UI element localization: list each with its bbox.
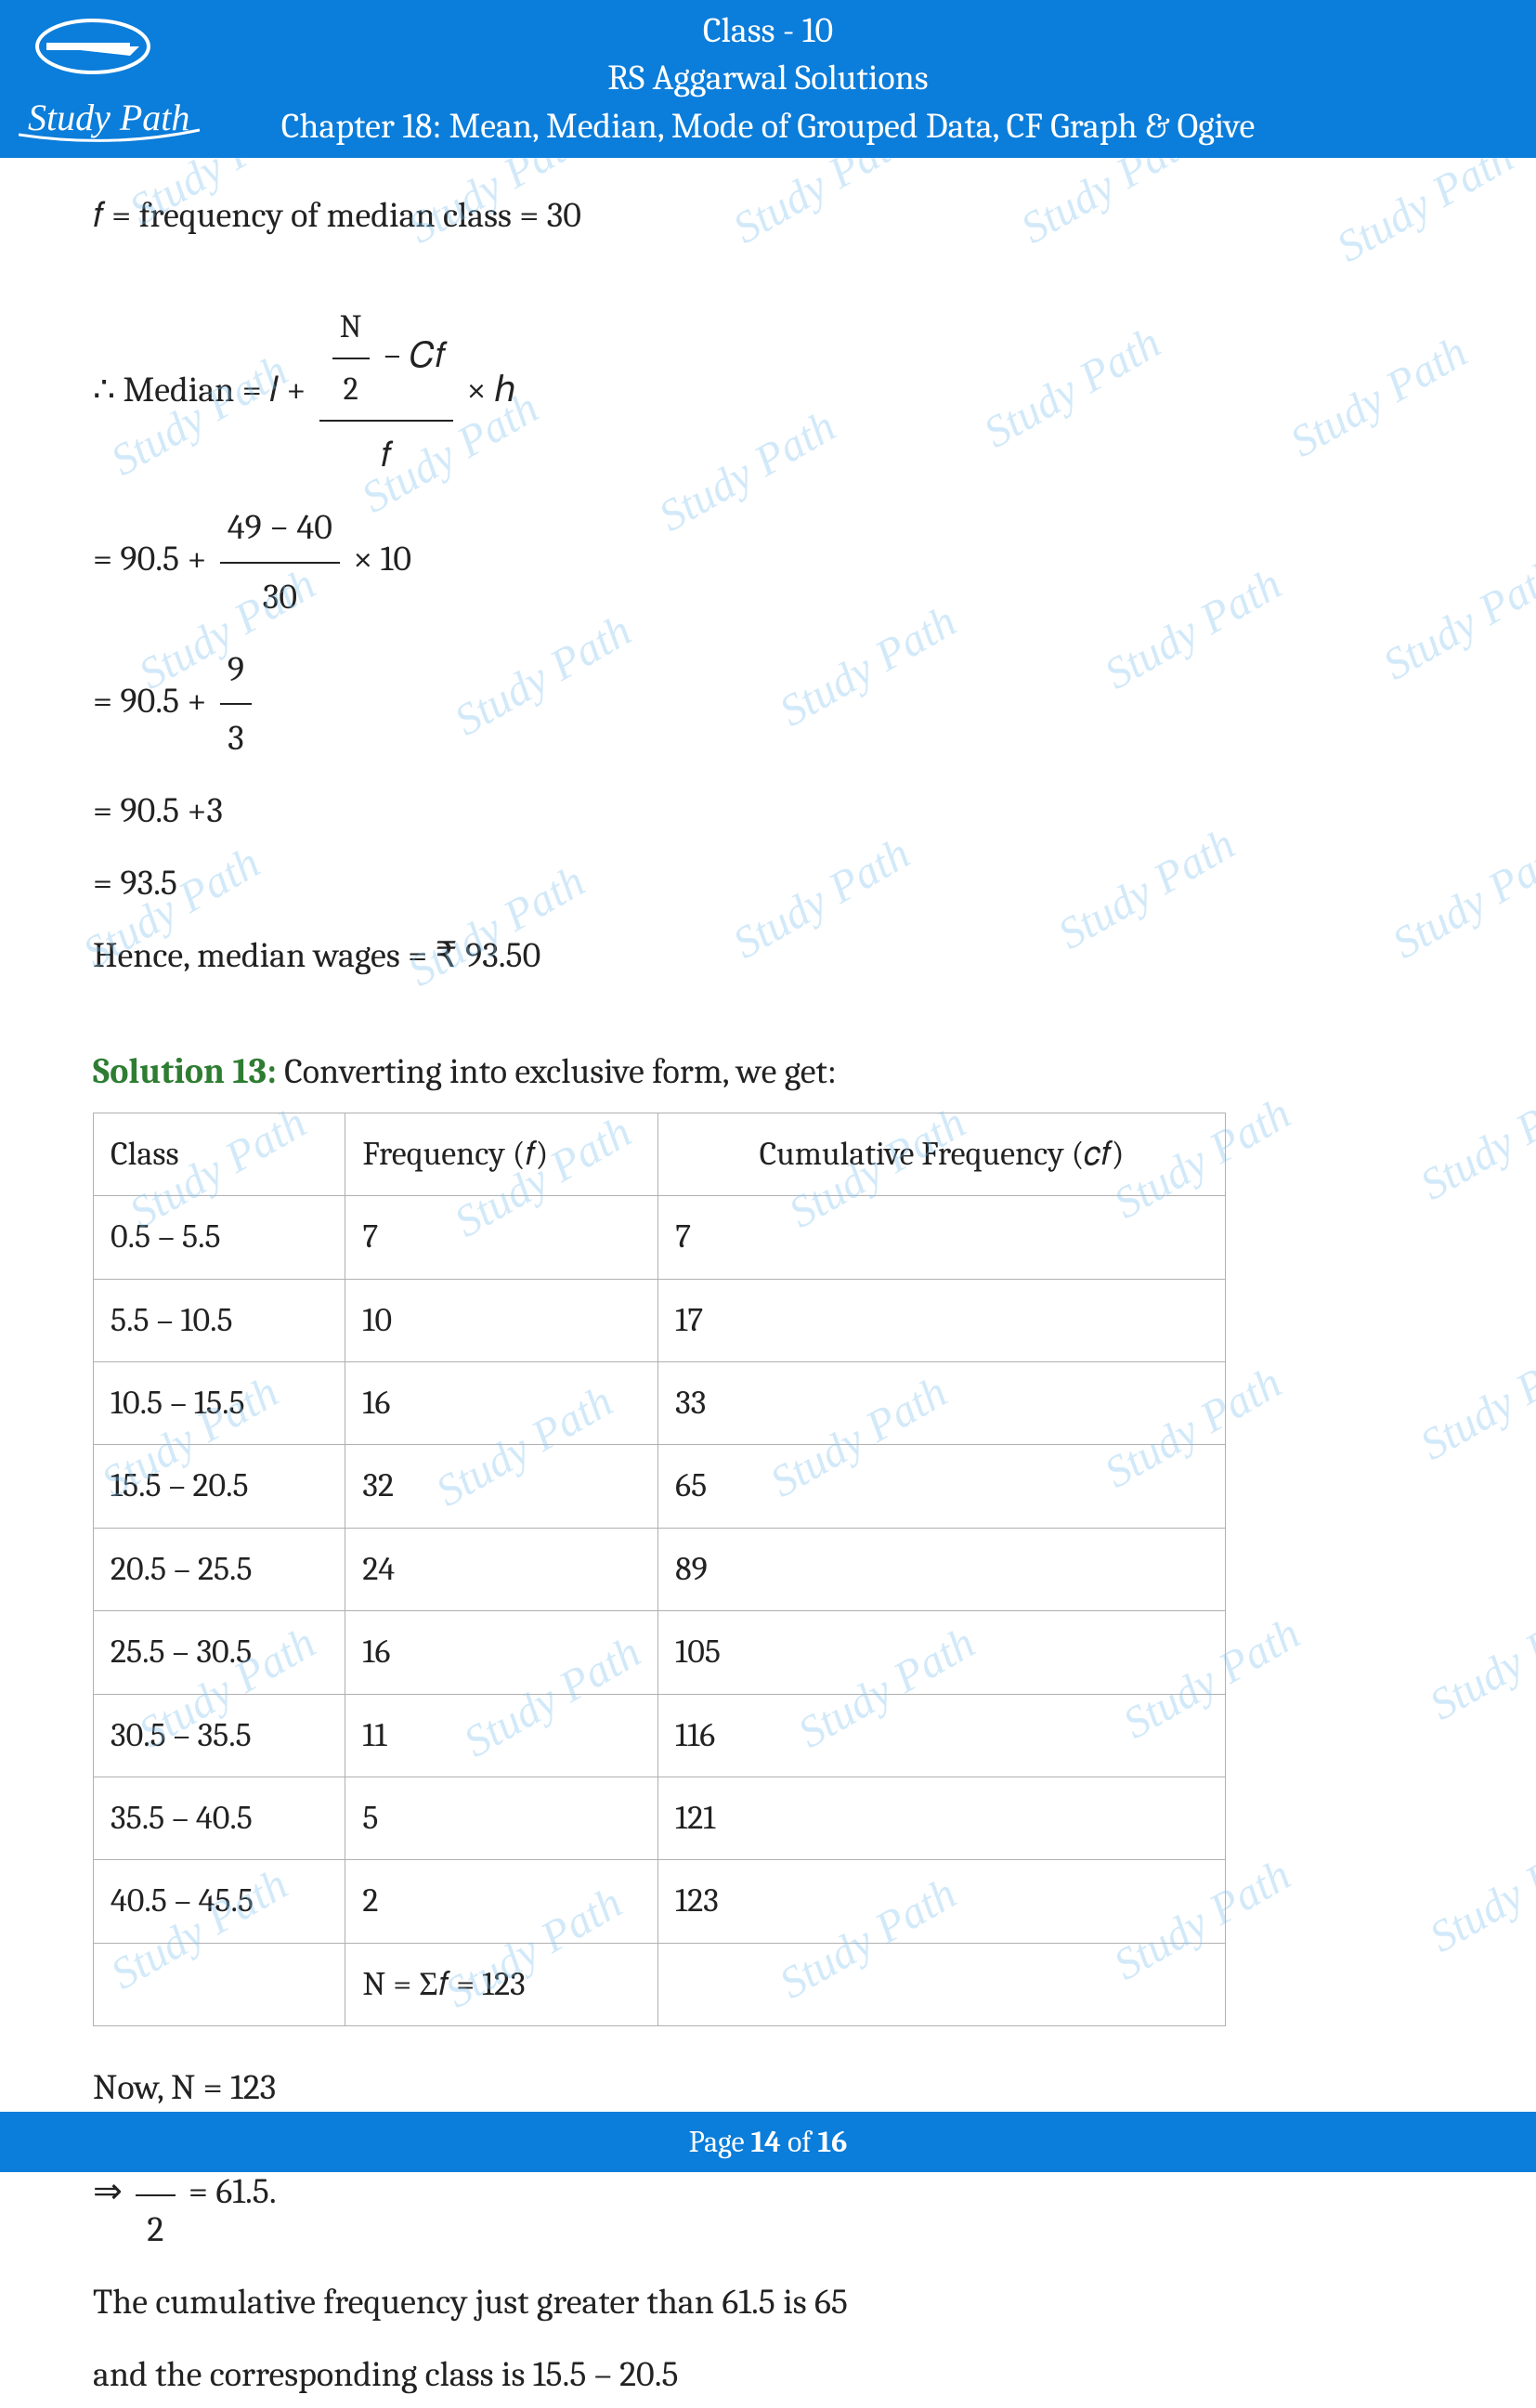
table-cell: 17 — [658, 1279, 1226, 1361]
table-cell: 32 — [345, 1445, 658, 1528]
page-header: Study Path Class - 10 RS Aggarwal Soluti… — [0, 0, 1536, 158]
step-2: = 90.5 + 49 − 40 30 × 10 — [93, 494, 1443, 630]
table-cell: 15.5 – 20.5 — [94, 1445, 345, 1528]
median-prefix: ∴ Median = 𝑙 + — [93, 370, 306, 410]
table-cell — [658, 1943, 1226, 2025]
table-cell: 0.5 – 5.5 — [94, 1196, 345, 1279]
footer-page: 14 — [751, 2125, 781, 2159]
step-5: = 93.5 — [93, 850, 1443, 917]
footer-prefix: Page — [689, 2125, 751, 2159]
table-cell: 65 — [658, 1445, 1226, 1528]
svg-text:Study Path: Study Path — [28, 97, 189, 138]
table-row: 35.5 – 40.55121 — [94, 1777, 1226, 1859]
table-cell: 25.5 – 30.5 — [94, 1611, 345, 1694]
table-row: N = Σ𝑓 = 123 — [94, 1943, 1226, 2025]
footer-sep: of — [781, 2125, 817, 2159]
table-cell: 116 — [658, 1694, 1226, 1777]
header-line-1: Class - 10 — [0, 7, 1536, 55]
table-cell — [94, 1943, 345, 2025]
table-cell: 123 — [658, 1860, 1226, 1943]
step-3: = 90.5 + 9 3 — [93, 636, 1443, 772]
header-text: Class - 10 RS Aggarwal Solutions Chapter… — [0, 7, 1536, 150]
table-cell: 5.5 – 10.5 — [94, 1279, 345, 1361]
step-4: = 90.5 +3 — [93, 777, 1443, 844]
header-line-2: RS Aggarwal Solutions — [0, 55, 1536, 102]
table-row: 30.5 – 35.511116 — [94, 1694, 1226, 1777]
table-header: Cumulative Frequency (𝑐𝑓) — [658, 1113, 1226, 1195]
median-tail: × ℎ — [466, 370, 516, 410]
table-cell: N = Σ𝑓 = 123 — [345, 1943, 658, 2025]
header-line-3: Chapter 18: Mean, Median, Mode of Groupe… — [0, 103, 1536, 150]
page-footer: Page 14 of 16 — [0, 2112, 1536, 2172]
table-cell: 16 — [345, 1362, 658, 1445]
table-cell: 10.5 – 15.5 — [94, 1362, 345, 1445]
table-cell: 24 — [345, 1528, 658, 1610]
table-row: 15.5 – 20.53265 — [94, 1445, 1226, 1528]
table-row: 25.5 – 30.516105 — [94, 1611, 1226, 1694]
table-cell: 7 — [658, 1196, 1226, 1279]
table-cell: 105 — [658, 1611, 1226, 1694]
logo: Study Path — [19, 9, 204, 149]
table-row: 0.5 – 5.577 — [94, 1196, 1226, 1279]
table-cell: 11 — [345, 1694, 658, 1777]
table-cell: 10 — [345, 1279, 658, 1361]
table-cell: 2 — [345, 1860, 658, 1943]
table-cell: 30.5 – 35.5 — [94, 1694, 345, 1777]
table-cell: 7 — [345, 1196, 658, 1279]
table-cell: 20.5 – 25.5 — [94, 1528, 345, 1610]
solution-13-intro: Solution 13: Converting into exclusive f… — [93, 1038, 1443, 1105]
solution-label: Solution 13: — [93, 1051, 277, 1092]
table-cell: 35.5 – 40.5 — [94, 1777, 345, 1859]
table-row: 20.5 – 25.52489 — [94, 1528, 1226, 1610]
footer-total: 16 — [817, 2125, 847, 2159]
table-cell: 121 — [658, 1777, 1226, 1859]
cf-greater: The cumulative frequency just greater th… — [93, 2269, 1443, 2336]
table-cell: 33 — [658, 1362, 1226, 1445]
table-header: Frequency (𝑓) — [345, 1113, 658, 1195]
table-cell: 89 — [658, 1528, 1226, 1610]
table-row: 5.5 – 10.51017 — [94, 1279, 1226, 1361]
corresponding-class: and the corresponding class is 15.5 – 20… — [93, 2341, 1443, 2408]
median-formula: ∴ Median = 𝑙 + N 2 − 𝐶𝑓 𝑓 × ℎ — [93, 297, 1443, 488]
table-cell: 16 — [345, 1611, 658, 1694]
frequency-table: ClassFrequency (𝑓)Cumulative Frequency (… — [93, 1113, 1226, 2026]
table-cell: 40.5 – 45.5 — [94, 1860, 345, 1943]
table-row: 40.5 – 45.52123 — [94, 1860, 1226, 1943]
solution-intro-text: Converting into exclusive form, we get: — [277, 1051, 837, 1092]
table-row: 10.5 – 15.51633 — [94, 1362, 1226, 1445]
table-header: Class — [94, 1113, 345, 1195]
content-area: 𝑓 = frequency of median class = 30 ∴ Med… — [0, 158, 1536, 2408]
line-frequency: 𝑓 = frequency of median class = 30 — [93, 182, 1443, 249]
conclusion: Hence, median wages = ₹ 93.50 — [93, 922, 1443, 989]
median-big-frac: N 2 − 𝐶𝑓 𝑓 — [319, 297, 453, 488]
table-cell: 5 — [345, 1777, 658, 1859]
